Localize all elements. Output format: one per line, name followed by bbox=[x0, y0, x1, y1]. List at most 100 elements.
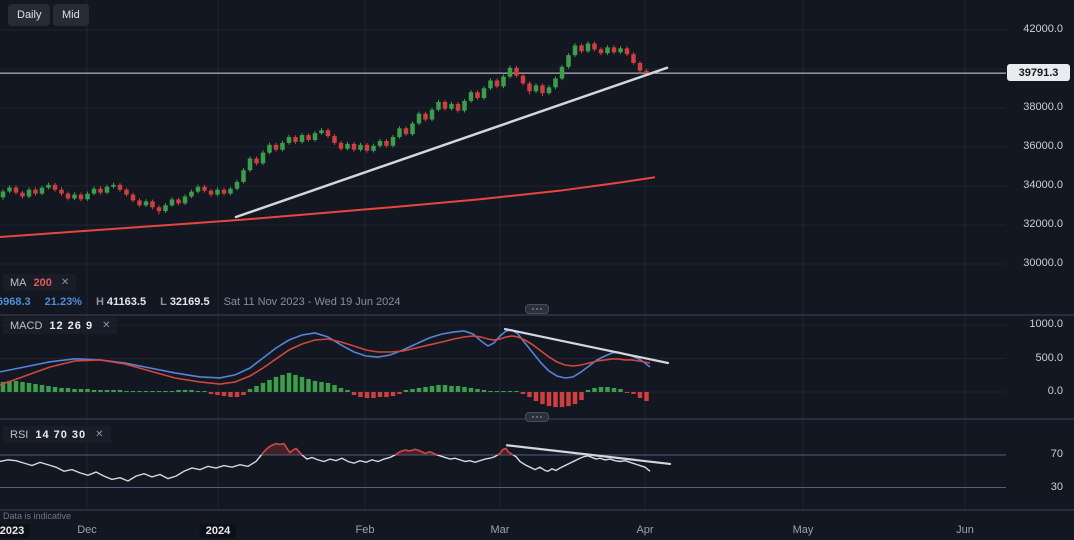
price-axis-tick: 32000.0 bbox=[1023, 218, 1063, 230]
macd-histogram-bar bbox=[7, 380, 12, 392]
macd-histogram-bar bbox=[527, 392, 532, 398]
time-axis-month-label: Mar bbox=[490, 524, 510, 536]
macd-histogram-bar bbox=[592, 387, 597, 392]
stat-high-value: 41163.5 bbox=[106, 296, 147, 308]
panel-resize-handle-rsi[interactable] bbox=[525, 412, 549, 422]
macd-histogram-bar bbox=[436, 384, 441, 392]
macd-histogram-bar bbox=[494, 390, 500, 392]
macd-histogram-bar bbox=[332, 384, 337, 392]
candle-body bbox=[247, 158, 253, 171]
candle-body bbox=[13, 187, 19, 193]
last-price-badge: 39791.3 bbox=[1007, 64, 1070, 81]
ma-indicator-name: MA bbox=[10, 276, 27, 289]
macd-histogram-bar bbox=[559, 392, 565, 408]
candle-body bbox=[111, 184, 116, 187]
macd-histogram-bar bbox=[169, 390, 175, 392]
macd-histogram-bar bbox=[26, 382, 32, 392]
candle-body bbox=[163, 205, 168, 212]
timeframe-daily-button[interactable]: Daily bbox=[8, 4, 51, 26]
macd-histogram-bar bbox=[33, 383, 38, 392]
candle-body bbox=[358, 144, 363, 150]
macd-histogram-bar bbox=[195, 390, 201, 392]
candle-body bbox=[117, 184, 123, 190]
macd-indicator-legend[interactable]: MACD 12 26 9 ✕ bbox=[3, 317, 118, 334]
candle-body bbox=[189, 191, 194, 197]
macd-close-icon[interactable]: ✕ bbox=[102, 320, 111, 331]
macd-histogram-bar bbox=[605, 386, 610, 392]
macd-histogram-bar bbox=[182, 389, 188, 392]
rsi-close-icon[interactable]: ✕ bbox=[95, 429, 104, 440]
macd-histogram-bar bbox=[221, 392, 227, 397]
macd-indicator-params: 12 26 9 bbox=[49, 319, 94, 332]
macd-histogram-bar bbox=[611, 387, 617, 392]
candle-body bbox=[520, 75, 526, 84]
macd-histogram-bar bbox=[462, 386, 467, 392]
candle-body bbox=[436, 101, 441, 110]
candle-body bbox=[644, 70, 649, 74]
candle-body bbox=[527, 83, 532, 92]
macd-histogram-bar bbox=[156, 390, 162, 392]
candle-body bbox=[332, 136, 337, 143]
rsi-trendline[interactable] bbox=[505, 444, 672, 466]
macd-histogram-bar bbox=[553, 392, 558, 408]
candle-body bbox=[124, 189, 129, 195]
data-indicative-note: Data is indicative bbox=[3, 511, 72, 521]
price-panel[interactable] bbox=[0, 41, 669, 238]
ma-close-icon[interactable]: ✕ bbox=[60, 277, 70, 288]
macd-histogram-bar bbox=[130, 390, 136, 392]
stat-change: 6968.3 bbox=[0, 296, 31, 308]
rsi-indicator-legend[interactable]: RSI 14 70 30 ✕ bbox=[3, 426, 111, 443]
candle-body bbox=[501, 76, 506, 87]
macd-histogram-bar bbox=[540, 392, 545, 405]
macd-histogram-bar bbox=[176, 389, 181, 392]
pricing-mid-button[interactable]: Mid bbox=[53, 4, 89, 26]
macd-histogram-bar bbox=[150, 390, 155, 392]
candle-body bbox=[364, 144, 370, 151]
rsi-indicator-name: RSI bbox=[10, 428, 29, 441]
time-axis-month-label: Feb bbox=[355, 524, 375, 536]
candle-body bbox=[0, 191, 6, 198]
candle-body bbox=[221, 189, 227, 194]
time-axis-month-label: May bbox=[792, 524, 814, 536]
candle-body bbox=[273, 144, 279, 150]
macd-histogram-bar bbox=[449, 385, 454, 392]
price-trendline[interactable] bbox=[234, 66, 669, 219]
macd-histogram-bar bbox=[312, 380, 318, 392]
candle-body bbox=[59, 189, 64, 194]
candle-body bbox=[234, 181, 240, 189]
time-axis-year-label: 2023 bbox=[0, 524, 31, 538]
macd-histogram-bar bbox=[208, 392, 214, 395]
macd-histogram-bar bbox=[377, 392, 383, 398]
ma200-line bbox=[0, 176, 656, 238]
candle-body bbox=[598, 49, 604, 54]
macd-histogram-bar bbox=[98, 389, 103, 392]
price-axis-tick: 34000.0 bbox=[1023, 179, 1063, 191]
candle-body bbox=[176, 199, 181, 204]
candle-body bbox=[442, 101, 448, 109]
macd-histogram-bar bbox=[397, 392, 402, 395]
macd-trendline[interactable] bbox=[503, 327, 670, 365]
candle-body bbox=[33, 189, 38, 194]
candle-body bbox=[7, 187, 12, 192]
rsi-panel[interactable] bbox=[0, 442, 1006, 488]
candle-body bbox=[195, 186, 201, 192]
macd-histogram-bar bbox=[59, 387, 64, 392]
candle-body bbox=[481, 88, 487, 99]
candle-body bbox=[462, 100, 467, 111]
candle-body bbox=[299, 135, 305, 142]
candle-body bbox=[540, 85, 545, 94]
macd-histogram-bar bbox=[390, 392, 396, 397]
price-axis-tick: 30000.0 bbox=[1023, 257, 1063, 269]
ma-indicator-legend[interactable]: MA 200 ✕ bbox=[3, 274, 77, 291]
macd-histogram-bar bbox=[579, 392, 584, 401]
macd-histogram-bar bbox=[481, 389, 487, 392]
candle-body bbox=[429, 109, 435, 120]
candle-body bbox=[533, 85, 539, 92]
macd-histogram-bar bbox=[572, 392, 578, 405]
panel-resize-handle-macd[interactable] bbox=[525, 304, 549, 314]
candle-body bbox=[579, 45, 584, 52]
candle-body bbox=[286, 137, 292, 143]
macd-panel[interactable] bbox=[0, 327, 670, 408]
candle-body bbox=[455, 103, 461, 111]
